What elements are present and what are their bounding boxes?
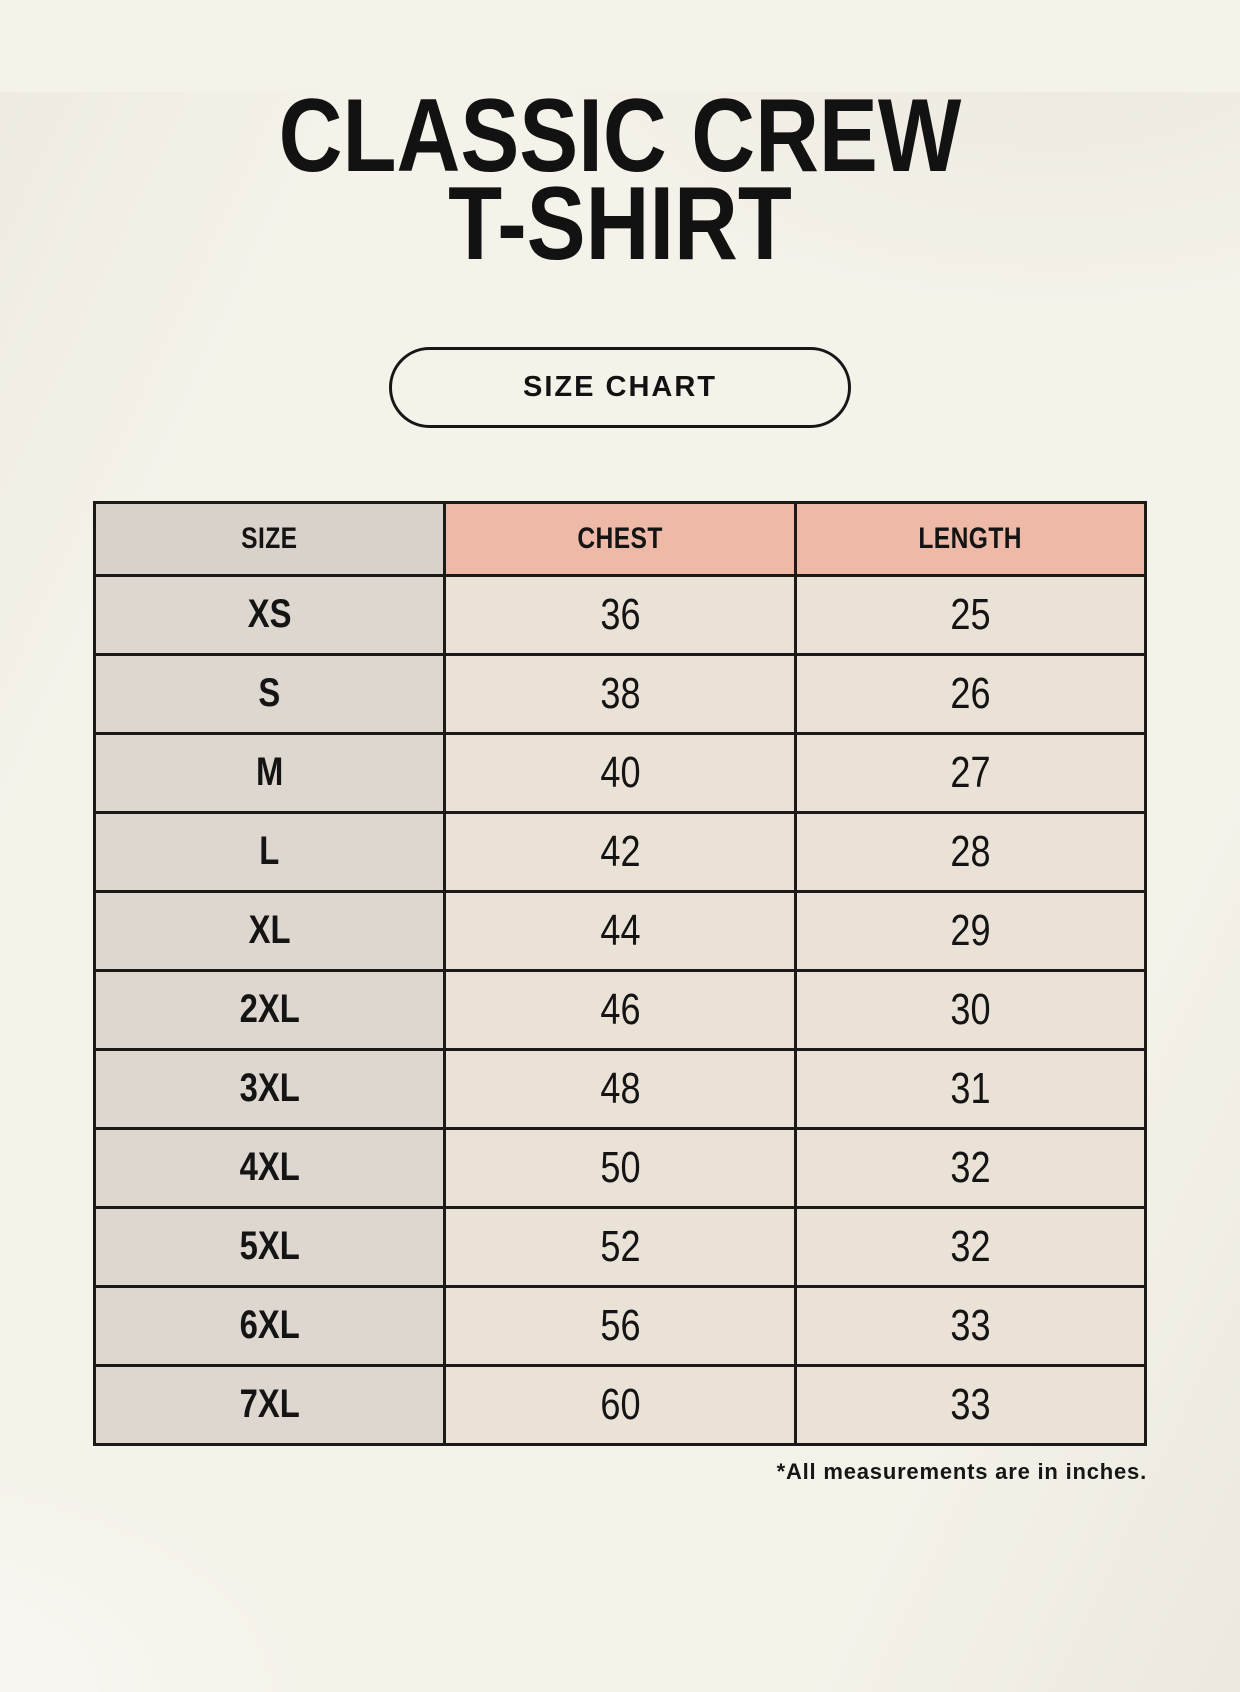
page-title-line-2: T-SHIRT: [448, 166, 792, 283]
size-table-container: SIZE CHEST LENGTH XS 36 25 S 38 26 M: [92, 500, 1148, 1446]
column-header-length: LENGTH: [793, 500, 1148, 577]
length-cell: 33: [793, 1284, 1148, 1367]
length-cell: 25: [793, 573, 1148, 656]
size-cell: S: [92, 652, 447, 735]
size-cell: 7XL: [92, 1363, 447, 1446]
table-row: XS 36 25: [92, 573, 1148, 656]
chest-cell: 60: [443, 1363, 797, 1446]
chest-cell: 40: [443, 731, 797, 814]
table-row: 4XL 50 32: [92, 1126, 1148, 1209]
size-cell: L: [92, 810, 447, 893]
page-title: CLASSIC CREW T-SHIRT: [93, 78, 1147, 283]
chest-cell: 56: [443, 1284, 797, 1367]
chest-cell: 42: [443, 810, 797, 893]
size-cell: 3XL: [92, 1047, 447, 1130]
table-row: 3XL 48 31: [92, 1047, 1148, 1130]
length-cell: 32: [793, 1126, 1148, 1209]
table-row: 5XL 52 32: [92, 1205, 1148, 1288]
length-cell: 31: [793, 1047, 1148, 1130]
chest-cell: 38: [443, 652, 797, 735]
chest-cell: 52: [443, 1205, 797, 1288]
column-header-length-label: LENGTH: [918, 521, 1023, 555]
chest-cell: 36: [443, 573, 797, 656]
length-cell: 33: [793, 1363, 1148, 1446]
table-row: 2XL 46 30: [92, 968, 1148, 1051]
chest-cell: 46: [443, 968, 797, 1051]
size-chart-button[interactable]: SIZE CHART: [389, 346, 851, 428]
size-chart-button-label: SIZE CHART: [523, 370, 717, 403]
size-cell: XL: [92, 889, 447, 972]
table-row: 7XL 60 33: [92, 1363, 1148, 1446]
column-header-size-label: SIZE: [241, 521, 298, 555]
length-cell: 27: [793, 731, 1148, 814]
table-row: 6XL 56 33: [92, 1284, 1148, 1367]
size-cell: XS: [92, 573, 447, 656]
size-cell: 6XL: [92, 1284, 447, 1367]
size-cell: 5XL: [92, 1205, 447, 1288]
size-cell: 4XL: [92, 1126, 447, 1209]
size-cell: M: [92, 731, 447, 814]
table-row: M 40 27: [92, 731, 1148, 814]
column-header-chest-label: CHEST: [577, 521, 663, 555]
chest-cell: 50: [443, 1126, 797, 1209]
table-row: XL 44 29: [92, 889, 1148, 972]
column-header-chest: CHEST: [443, 500, 797, 577]
size-cell: 2XL: [92, 968, 447, 1051]
chest-cell: 48: [443, 1047, 797, 1130]
table-row: L 42 28: [92, 810, 1148, 893]
size-chart-page: CLASSIC CREW T-SHIRT SIZE CHART SIZE CHE…: [0, 78, 1240, 1692]
length-cell: 29: [793, 889, 1148, 972]
length-cell: 32: [793, 1205, 1148, 1288]
size-table: SIZE CHEST LENGTH XS 36 25 S 38 26 M: [92, 500, 1148, 1446]
measurements-footnote: *All measurements are in inches.: [776, 1458, 1147, 1484]
column-header-size: SIZE: [92, 500, 447, 577]
chest-cell: 44: [443, 889, 797, 972]
length-cell: 26: [793, 652, 1148, 735]
length-cell: 30: [793, 968, 1148, 1051]
page-title-line-1: CLASSIC CREW: [278, 78, 962, 194]
length-cell: 28: [793, 810, 1148, 893]
table-row: S 38 26: [92, 652, 1148, 735]
table-header-row: SIZE CHEST LENGTH: [92, 500, 1148, 577]
